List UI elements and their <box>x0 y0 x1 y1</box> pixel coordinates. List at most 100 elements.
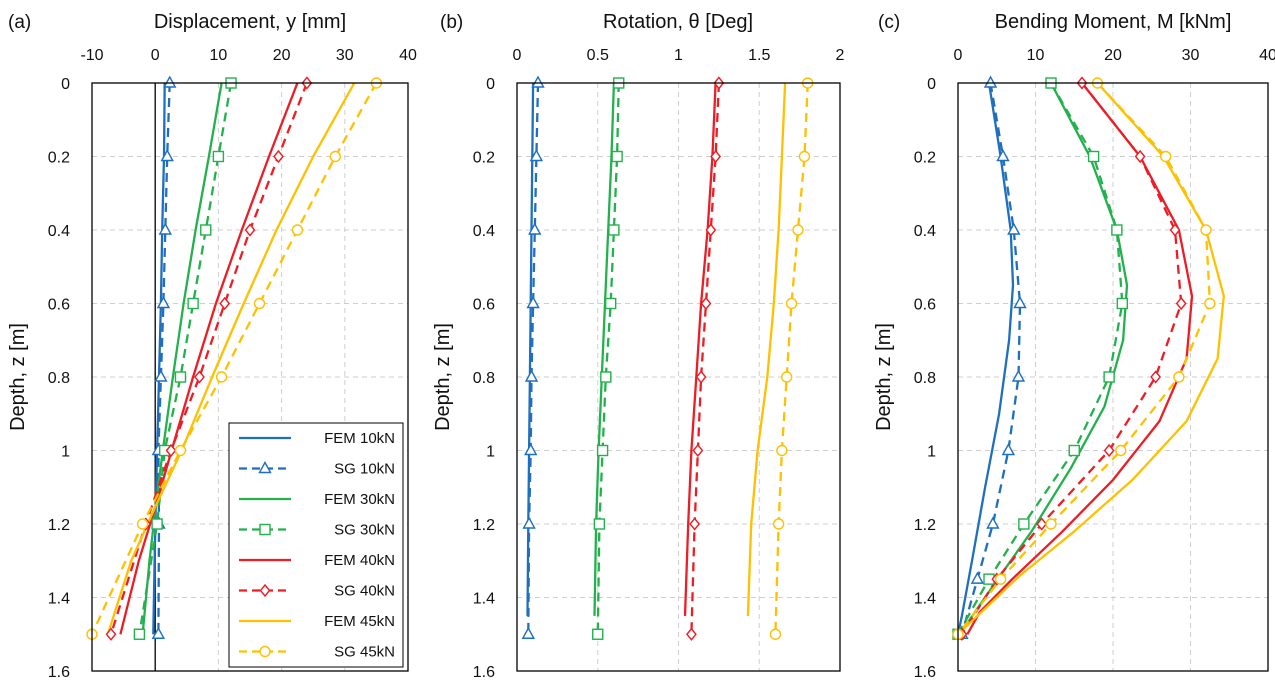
y-axis-title: Depth, z [m] <box>432 323 454 431</box>
data-point-sg-30kn <box>593 518 606 530</box>
data-point-sg-10kn <box>528 222 542 235</box>
series-line-fem-30kn <box>141 83 223 635</box>
series-line-fem-45kn <box>958 83 1225 636</box>
series-line-fem-40kn <box>119 83 299 635</box>
data-point-sg-10kn <box>163 75 177 88</box>
data-point-sg-45kn <box>792 224 804 236</box>
panel-label: (b) <box>440 12 463 33</box>
x-tick-label: 30 <box>336 47 354 64</box>
data-point-sg-10kn <box>1011 369 1026 382</box>
data-point-sg-10kn <box>526 296 540 309</box>
data-point-sg-30kn <box>200 224 212 236</box>
data-point-sg-10kn <box>986 516 1000 529</box>
data-point-sg-45kn <box>776 444 788 457</box>
data-point-sg-30kn <box>1018 518 1030 530</box>
data-point-sg-10kn <box>151 626 166 639</box>
data-point-sg-10kn <box>521 626 535 639</box>
x-tick-label: 1 <box>674 47 683 64</box>
data-point-sg-30kn <box>604 297 617 310</box>
data-point-sg-10kn <box>983 75 998 88</box>
series-line-fem-45kn <box>746 83 787 616</box>
data-point-sg-10kn <box>522 516 536 529</box>
x-axis-title: Bending Moment, M [kNm] <box>995 11 1232 33</box>
legend-label-sg-10kn: SG 10kN <box>334 461 395 478</box>
y-tick-label: 0.8 <box>48 370 70 387</box>
data-point-sg-30kn <box>596 444 609 457</box>
data-point-sg-10kn <box>1013 296 1027 309</box>
data-point-sg-40kn <box>244 223 256 237</box>
legend-marker-sg-10kn <box>258 461 272 474</box>
chart-panel-2: 0 0.5 1 1.5 2 0 0.2 0.4 0.6 0.8 1 1.2 1.4 1.6 Rotation… <box>432 11 845 680</box>
x-tick-label: 0.5 <box>587 47 609 64</box>
y-tick-label: 1 <box>927 444 936 461</box>
data-point-sg-10kn <box>1007 222 1021 235</box>
y-tick-label: 0.8 <box>473 370 495 387</box>
plot-frame <box>957 82 1269 672</box>
x-tick-label: 30 <box>1182 47 1200 64</box>
series-line-sg-30kn <box>958 83 1124 635</box>
y-tick-label: 0.2 <box>914 150 936 167</box>
legend: FEM 10kN SG 10kN FEM 30kN SG 30kN FEM 40kN SG… <box>228 422 404 668</box>
data-point-sg-10kn <box>160 149 174 162</box>
series-line-fem-45kn <box>106 83 356 635</box>
data-point-sg-40kn <box>1169 223 1181 237</box>
series-group <box>526 83 809 635</box>
y-axis-title: Depth, z [m] <box>7 323 29 431</box>
data-point-sg-45kn <box>291 224 304 236</box>
y-tick-label: 0.4 <box>914 223 936 240</box>
data-point-sg-40kn <box>1150 370 1162 384</box>
data-point-sg-30kn <box>1087 150 1100 163</box>
data-point-sg-40kn <box>695 370 707 384</box>
series-line-sg-10kn <box>960 83 1022 635</box>
legend-label-sg-45kn: SG 45kN <box>334 644 395 661</box>
plot-frame <box>516 82 841 672</box>
data-point-sg-30kn <box>1068 444 1080 457</box>
data-point-sg-10kn <box>156 296 171 309</box>
data-point-sg-45kn <box>772 518 785 530</box>
chart-panel-1: -10 0 10 20 30 40 0 0.2 0.4 0.6 0.8 1 1.2 1.4 1.6 Displ… <box>7 11 417 680</box>
data-point-sg-10kn <box>158 222 172 235</box>
data-point-sg-40kn <box>1175 296 1187 311</box>
legend-label-fem-10kn: FEM 10kN <box>324 430 395 447</box>
y-tick-label: 0.8 <box>914 370 936 387</box>
x-axis-title: Displacement, y [mm] <box>154 11 346 33</box>
data-point-sg-45kn <box>136 518 149 530</box>
data-point-sg-10kn <box>1001 443 1016 456</box>
data-point-sg-45kn <box>1200 224 1212 236</box>
y-tick-label: 1.2 <box>914 517 936 534</box>
y-tick-label: 1.4 <box>48 591 70 608</box>
data-point-sg-30kn <box>1111 224 1123 236</box>
x-tick-label: 1.5 <box>748 47 770 64</box>
series-line-fem-40kn <box>966 83 1194 635</box>
data-point-sg-40kn <box>194 370 205 384</box>
data-point-sg-45kn <box>1159 150 1172 163</box>
series-line-fem-30kn <box>593 83 616 616</box>
legend-marker-sg-45kn <box>259 645 271 658</box>
series-group <box>958 83 1225 636</box>
data-point-sg-45kn <box>785 297 798 310</box>
x-tick-label: 10 <box>210 47 228 64</box>
data-point-sg-45kn <box>174 444 187 457</box>
data-point-sg-40kn <box>1036 517 1048 531</box>
x-tick-label: 10 <box>1027 47 1045 64</box>
x-axis-title: Rotation, θ [Deg] <box>603 11 753 33</box>
y-tick-label: 1.6 <box>473 664 495 680</box>
x-tick-label: 20 <box>273 47 291 64</box>
data-point-sg-40kn <box>1103 443 1115 458</box>
x-tick-label: 20 <box>1104 47 1122 64</box>
legend-label-sg-30kn: SG 30kN <box>334 522 395 539</box>
series-line-sg-30kn <box>138 83 233 635</box>
series-line-sg-45kn <box>774 83 809 635</box>
y-tick-label: 0 <box>61 76 70 93</box>
legend-label-fem-40kn: FEM 40kN <box>324 552 395 569</box>
data-point-sg-30kn <box>611 150 623 163</box>
data-point-sg-30kn <box>187 297 199 310</box>
data-point-sg-40kn <box>692 443 704 458</box>
legend-marker-sg-30kn <box>259 523 271 536</box>
data-point-sg-40kn <box>1134 149 1146 164</box>
panel-label: (a) <box>8 12 31 33</box>
data-point-sg-40kn <box>710 149 722 164</box>
y-tick-label: 0.4 <box>48 223 70 240</box>
data-point-sg-10kn <box>524 369 539 382</box>
data-point-sg-40kn <box>700 296 712 311</box>
